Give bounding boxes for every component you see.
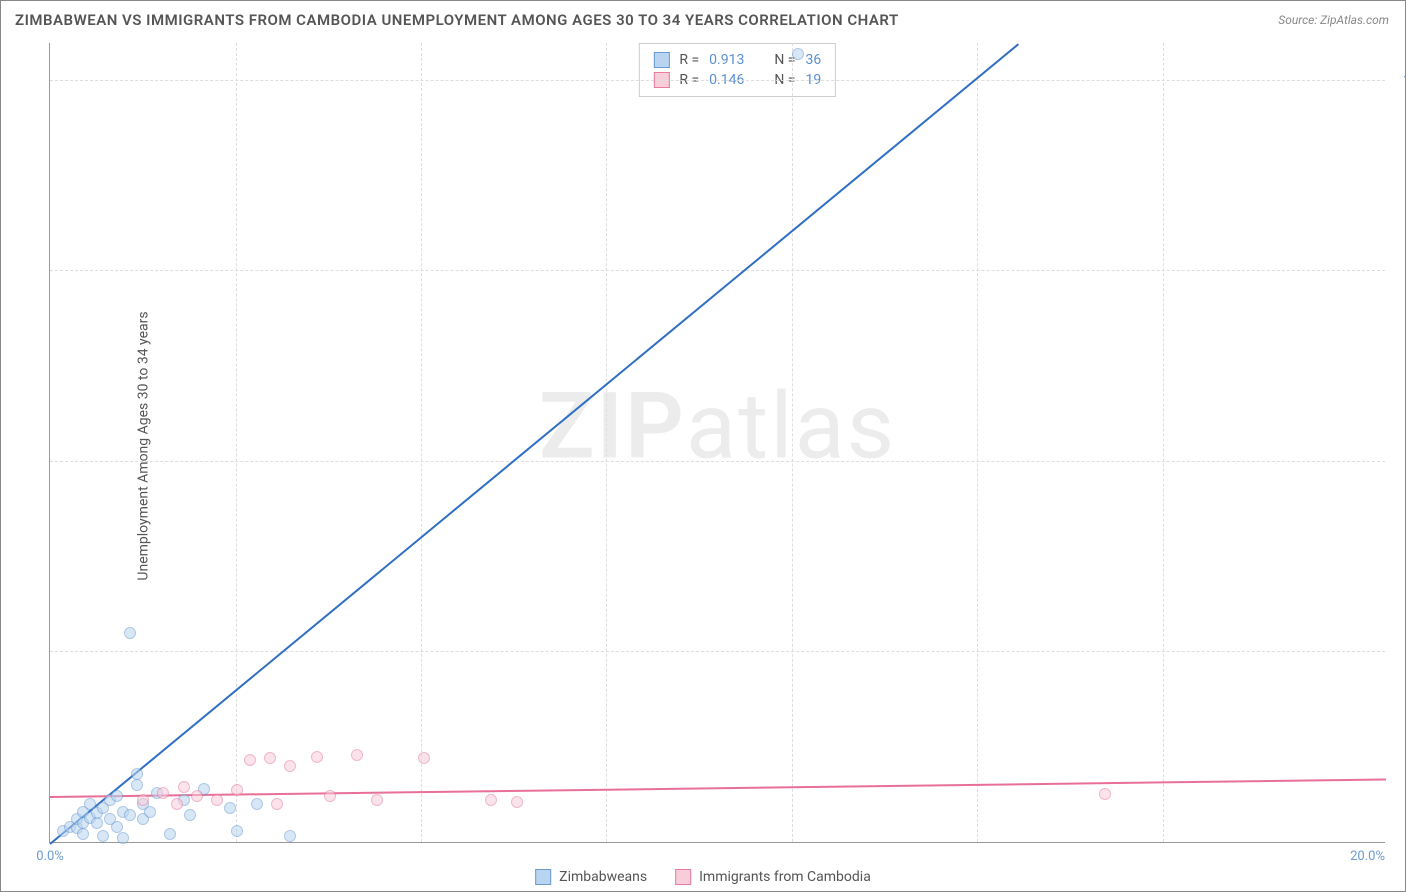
data-point bbox=[271, 798, 283, 810]
data-point bbox=[418, 752, 430, 764]
n-value: 36 bbox=[805, 52, 821, 68]
data-point bbox=[371, 794, 383, 806]
series-legend: Zimbabweans Immigrants from Cambodia bbox=[535, 869, 871, 885]
data-point bbox=[191, 790, 203, 802]
y-tick-label: 25.0% bbox=[1395, 644, 1406, 659]
data-point bbox=[111, 821, 123, 833]
r-value: 0.913 bbox=[709, 52, 744, 68]
gridline-vertical bbox=[606, 43, 607, 842]
legend-item-zimbabweans: Zimbabweans bbox=[535, 869, 647, 885]
y-tick-label: 100.0% bbox=[1395, 74, 1406, 89]
gridline-horizontal bbox=[50, 80, 1385, 81]
data-point bbox=[164, 828, 176, 840]
y-tick-label: 50.0% bbox=[1395, 454, 1406, 469]
correlation-legend: R = 0.913 N = 36 R = 0.146 N = 19 bbox=[638, 43, 836, 97]
data-point bbox=[178, 781, 190, 793]
gridline-vertical bbox=[1163, 43, 1164, 842]
chart-container: ZIMBABWEAN VS IMMIGRANTS FROM CAMBODIA U… bbox=[0, 0, 1406, 892]
trend-line bbox=[50, 778, 1386, 798]
data-point bbox=[124, 627, 136, 639]
data-point bbox=[131, 768, 143, 780]
x-tick-label: 20.0% bbox=[1350, 849, 1385, 864]
data-point bbox=[137, 794, 149, 806]
legend-label: Zimbabweans bbox=[559, 869, 647, 885]
data-point bbox=[311, 751, 323, 763]
legend-label: Immigrants from Cambodia bbox=[699, 869, 871, 885]
data-point bbox=[157, 787, 169, 799]
data-point bbox=[1099, 788, 1111, 800]
data-point bbox=[171, 798, 183, 810]
legend-item-cambodia: Immigrants from Cambodia bbox=[675, 869, 871, 885]
data-point bbox=[284, 830, 296, 842]
data-point bbox=[511, 796, 523, 808]
data-point bbox=[97, 830, 109, 842]
trend-line bbox=[49, 43, 1019, 845]
gridline-vertical bbox=[421, 43, 422, 842]
data-point bbox=[131, 779, 143, 791]
gridline-horizontal bbox=[50, 461, 1385, 462]
data-point bbox=[244, 754, 256, 766]
data-point bbox=[351, 749, 363, 761]
gridline-vertical bbox=[977, 43, 978, 842]
data-point bbox=[124, 809, 136, 821]
data-point bbox=[284, 760, 296, 772]
data-point bbox=[111, 790, 123, 802]
data-point bbox=[251, 798, 263, 810]
data-point bbox=[144, 806, 156, 818]
data-point bbox=[231, 784, 243, 796]
legend-swatch-icon bbox=[535, 869, 551, 885]
y-tick-label: 75.0% bbox=[1395, 264, 1406, 279]
chart-title: ZIMBABWEAN VS IMMIGRANTS FROM CAMBODIA U… bbox=[15, 11, 899, 29]
data-point bbox=[117, 832, 129, 844]
x-tick-label: 0.0% bbox=[36, 849, 64, 864]
data-point bbox=[211, 794, 223, 806]
data-point bbox=[264, 752, 276, 764]
gridline-vertical bbox=[792, 43, 793, 842]
data-point bbox=[231, 825, 243, 837]
gridline-vertical bbox=[236, 43, 237, 842]
data-point bbox=[77, 828, 89, 840]
data-point bbox=[184, 809, 196, 821]
data-point bbox=[224, 802, 236, 814]
gridline-horizontal bbox=[50, 651, 1385, 652]
data-point bbox=[324, 790, 336, 802]
legend-swatch-zimbabweans bbox=[653, 52, 669, 68]
legend-swatch-icon bbox=[675, 869, 691, 885]
source-label: Source: ZipAtlas.com bbox=[1278, 13, 1389, 27]
plot-area: ZIPatlas R = 0.913 N = 36 R = 0.146 N = … bbox=[49, 43, 1385, 843]
data-point bbox=[792, 48, 804, 60]
gridline-horizontal bbox=[50, 270, 1385, 271]
watermark: ZIPatlas bbox=[539, 373, 896, 480]
data-point bbox=[485, 794, 497, 806]
